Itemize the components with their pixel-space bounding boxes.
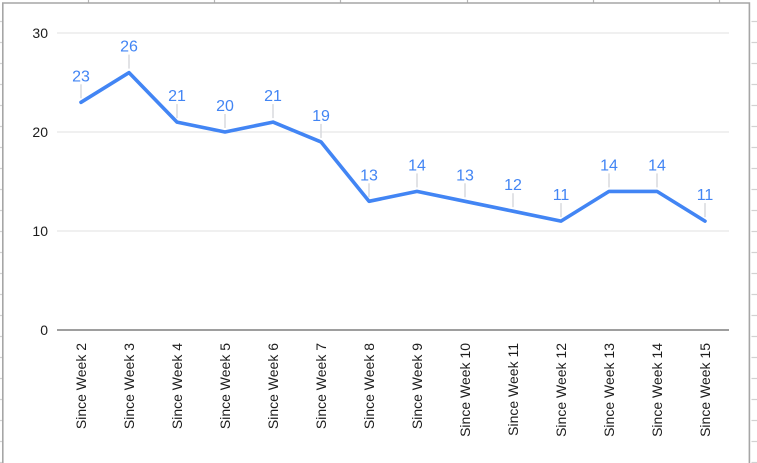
data-label: 12: [504, 177, 522, 194]
y-axis-labels: 0 10 20 30: [32, 25, 48, 338]
y-tick-label: 20: [32, 124, 48, 140]
x-tick-label: Since Week 3: [121, 343, 137, 429]
data-label: 20: [216, 98, 234, 115]
x-tick-label: Since Week 14: [649, 343, 665, 437]
y-tick-label: 10: [32, 223, 48, 239]
data-label: 13: [360, 167, 378, 184]
data-label: 21: [168, 88, 186, 105]
gridlines: [57, 32, 729, 331]
data-label: 19: [312, 108, 330, 125]
data-label: 21: [264, 88, 282, 105]
data-label-callouts: [80, 54, 706, 218]
x-tick-label: Since Week 15: [697, 343, 713, 437]
x-tick-label: Since Week 7: [313, 343, 329, 429]
x-tick-label: Since Week 4: [169, 343, 185, 429]
x-tick-label: Since Week 8: [361, 343, 377, 429]
x-tick-label: Since Week 6: [265, 343, 281, 429]
data-label: 14: [648, 157, 666, 174]
data-label: 14: [600, 157, 618, 174]
x-tick-label: Since Week 2: [73, 343, 89, 429]
x-axis-labels: Since Week 2 Since Week 3 Since Week 4 Sinc…: [73, 343, 713, 437]
series-line: [79, 70, 707, 223]
y-tick-label: 30: [32, 25, 48, 41]
series-polyline: [79, 70, 707, 223]
data-labels: 23 26 21 20 21 19 13 14 13 12 11 14 14 11: [72, 39, 713, 205]
y-tick-label: 0: [40, 322, 48, 338]
x-tick-label: Since Week 13: [601, 343, 617, 437]
x-tick-label: Since Week 9: [409, 343, 425, 429]
data-label: 11: [553, 187, 570, 204]
data-label: 26: [120, 39, 138, 56]
x-tick-label: Since Week 10: [457, 343, 473, 437]
data-label: 13: [456, 167, 474, 184]
data-label: 14: [408, 157, 426, 174]
x-tick-label: Since Week 5: [217, 343, 233, 429]
data-label: 23: [72, 68, 90, 85]
x-tick-label: Since Week 12: [553, 343, 569, 437]
x-tick-label: Since Week 11: [505, 343, 521, 436]
data-label: 11: [697, 187, 714, 204]
